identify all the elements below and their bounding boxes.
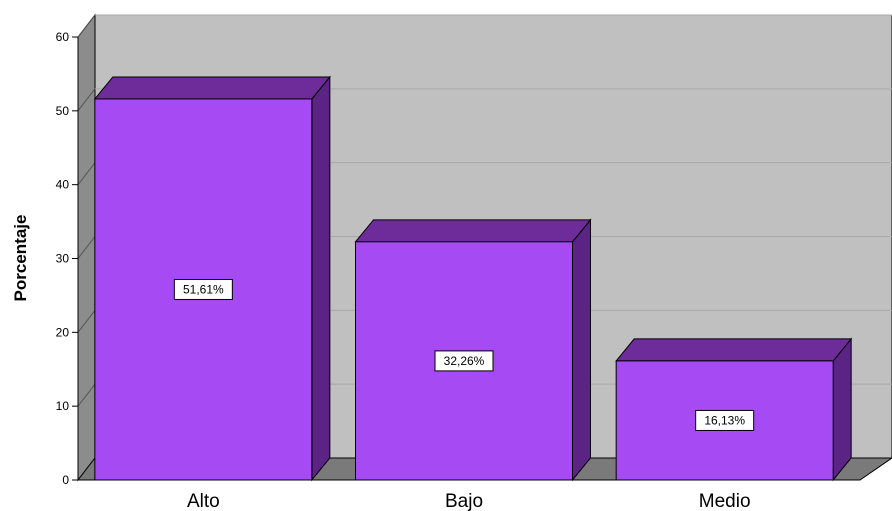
x-category-labels: Alto Bajo Medio bbox=[187, 491, 751, 511]
bar-top bbox=[354, 219, 592, 243]
y-tick-label: 20 bbox=[56, 325, 70, 339]
gridline-diagonal bbox=[77, 162, 96, 185]
y-tick-label: 0 bbox=[62, 473, 69, 487]
gridline-diagonal bbox=[77, 236, 96, 259]
x-category-label: Medio bbox=[699, 491, 751, 511]
y-tick-label: 40 bbox=[56, 178, 70, 192]
y-tick-label: 60 bbox=[56, 30, 70, 44]
data-label: 32,26% bbox=[444, 354, 485, 368]
y-tick-label: 30 bbox=[56, 252, 70, 266]
gridline-diagonal bbox=[77, 88, 96, 112]
gridline-diagonal bbox=[77, 383, 96, 407]
bar-top bbox=[615, 338, 853, 362]
data-label-box bbox=[173, 278, 233, 300]
data-label: 51,61% bbox=[183, 282, 224, 296]
bar-alto: 51,61% bbox=[93, 75, 331, 482]
bar-side bbox=[311, 75, 331, 482]
gridline-diagonal bbox=[77, 310, 96, 333]
bar-medio: 16,13% bbox=[615, 337, 853, 482]
y-tick-label: 10 bbox=[56, 399, 70, 413]
y-tick-labels: 0 10 20 30 40 50 60 bbox=[56, 30, 860, 487]
bar-top bbox=[93, 76, 331, 100]
gridline-diagonal bbox=[77, 14, 96, 38]
x-category-label: Alto bbox=[187, 491, 220, 511]
bar-bajo: 32,26% bbox=[354, 218, 592, 482]
bars: 51,61% 32,26% 16,13% bbox=[93, 75, 853, 482]
data-label: 16,13% bbox=[704, 413, 745, 427]
y-axis-title: Porcentaje bbox=[11, 215, 30, 302]
y-tick-label: 50 bbox=[56, 104, 70, 118]
data-label-box bbox=[434, 350, 494, 372]
data-label-box bbox=[695, 409, 755, 431]
bar-side bbox=[832, 337, 852, 482]
bar-side bbox=[572, 218, 591, 482]
x-category-label: Bajo bbox=[445, 491, 483, 511]
